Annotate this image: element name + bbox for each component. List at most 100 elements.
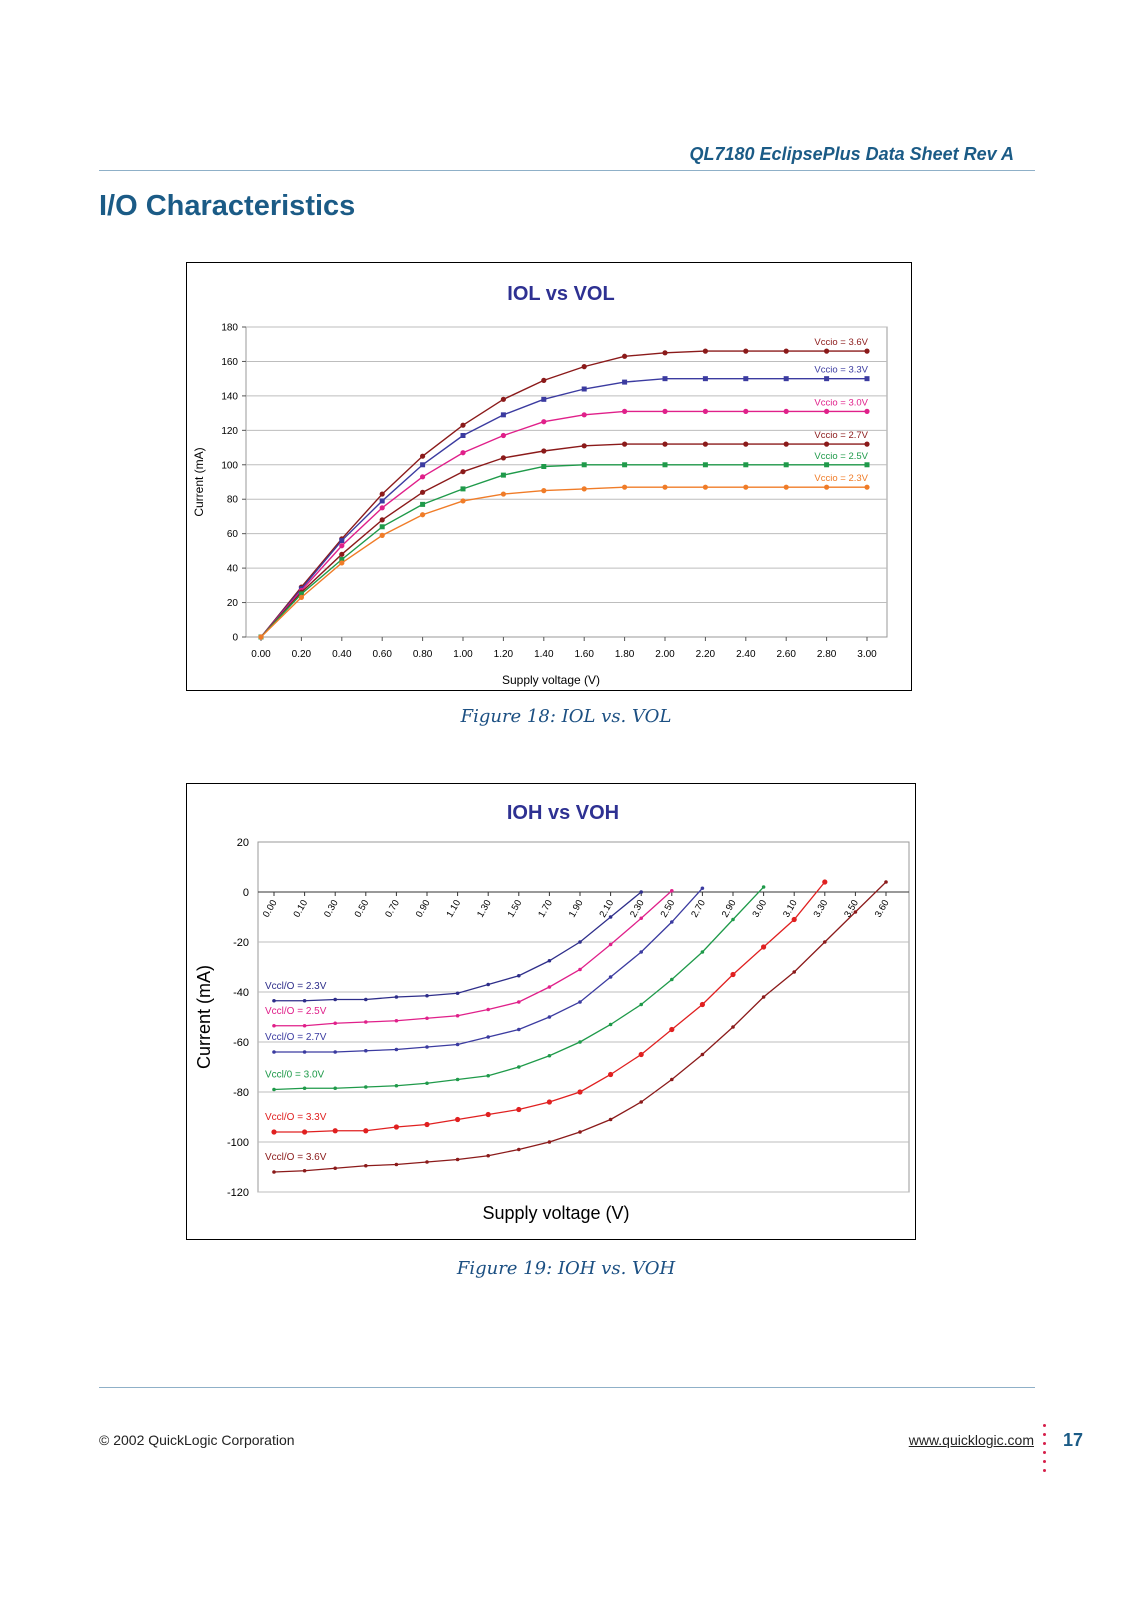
y-tick-label: -80 — [233, 1087, 249, 1099]
data-point — [541, 396, 547, 402]
data-point — [669, 1026, 675, 1033]
data-point — [364, 1163, 368, 1168]
data-point — [420, 453, 426, 459]
data-point — [783, 348, 789, 354]
data-point — [455, 1013, 460, 1018]
data-point — [581, 486, 587, 492]
data-point — [824, 408, 830, 414]
data-point — [486, 982, 491, 987]
data-point — [272, 1050, 276, 1054]
data-point — [823, 940, 827, 944]
data-point — [298, 591, 304, 597]
data-point — [547, 958, 552, 963]
data-point — [272, 1170, 276, 1174]
data-point — [460, 450, 466, 456]
data-point — [302, 1023, 307, 1028]
y-tick-label: 160 — [221, 357, 238, 368]
data-point — [272, 1087, 276, 1092]
data-point — [622, 379, 628, 385]
x-tick-label: 2.40 — [736, 649, 756, 660]
x-tick-label: 1.60 — [574, 649, 594, 660]
iol-vs-vol-chart: 0 20 40 60 80 100 120 140 160 180 0.00 0.20 0.40 0.60… — [192, 283, 888, 687]
data-point — [455, 991, 460, 996]
series-line — [260, 443, 867, 638]
data-point — [541, 419, 547, 425]
data-point — [639, 916, 643, 921]
data-point — [486, 1007, 491, 1012]
data-point — [455, 1042, 460, 1047]
data-point — [517, 1065, 521, 1069]
data-point — [662, 408, 668, 414]
figure-18-caption: Figure 18: IOL vs. VOL — [460, 706, 672, 727]
data-point — [547, 1053, 552, 1058]
data-point — [500, 432, 506, 439]
data-point — [761, 885, 766, 889]
data-point — [581, 386, 587, 392]
data-point — [761, 944, 767, 950]
data-point — [339, 543, 345, 549]
x-tick-label: 0.80 — [413, 649, 433, 660]
y-tick-label: 140 — [221, 391, 238, 402]
footer-url-link[interactable]: www.quicklogic.com — [908, 1432, 1034, 1448]
data-point — [702, 484, 709, 490]
plot-area — [257, 841, 910, 1193]
data-point — [702, 376, 708, 382]
data-point — [743, 348, 749, 354]
y-tick-label: 120 — [221, 426, 238, 437]
data-point — [731, 917, 735, 922]
data-point — [517, 1027, 521, 1032]
data-point — [500, 396, 506, 402]
y-tick-label: -120 — [227, 1187, 249, 1199]
figure-iol-vs-vol: 0 20 40 60 80 100 120 140 160 180 0.00 0.20 0.40 0.60… — [186, 262, 912, 691]
x-tick-label: 2.80 — [817, 649, 837, 660]
x-tick-label: 1.00 — [453, 649, 473, 660]
data-point — [783, 376, 789, 382]
series-line — [260, 350, 867, 638]
data-point — [302, 1050, 307, 1054]
data-point — [500, 412, 506, 418]
x-axis-label: Supply voltage (V) — [502, 673, 600, 687]
data-point — [333, 1086, 337, 1091]
data-point — [639, 890, 643, 894]
data-point — [460, 422, 466, 428]
data-point — [547, 985, 552, 989]
data-point — [700, 950, 705, 954]
data-point — [272, 1023, 276, 1028]
data-point — [824, 376, 830, 382]
y-tick-label: 60 — [227, 529, 239, 540]
y-tick-label: 80 — [227, 495, 239, 506]
data-point — [333, 1166, 337, 1171]
data-point — [864, 441, 870, 447]
data-point — [486, 1153, 491, 1158]
page-title: I/O Characteristics — [99, 190, 356, 222]
data-point — [670, 920, 674, 924]
data-point — [577, 1089, 583, 1095]
data-point — [731, 1025, 735, 1029]
data-point — [541, 377, 547, 383]
decorative-dots — [1043, 1424, 1047, 1478]
data-point — [379, 524, 385, 530]
data-point — [333, 1050, 337, 1054]
data-point — [460, 498, 466, 504]
data-point — [824, 484, 830, 490]
x-tick-label: 2.60 — [776, 649, 796, 660]
data-point — [258, 634, 264, 640]
data-point — [302, 1129, 308, 1135]
data-point — [662, 376, 668, 382]
data-point — [824, 462, 830, 468]
series-label: Vccl/O = 2.3V — [265, 981, 327, 992]
data-point — [271, 1129, 277, 1135]
x-tick-label: 2.00 — [655, 649, 675, 660]
data-point — [638, 1051, 644, 1058]
x-tick-label: 1.80 — [615, 649, 635, 660]
data-point — [578, 940, 582, 944]
series-label: Vccio = 2.5V — [814, 451, 868, 462]
series-label: Vccl/O = 3.3V — [265, 1112, 327, 1123]
data-point — [425, 1016, 429, 1021]
data-point — [662, 462, 668, 468]
data-point — [853, 910, 858, 914]
data-point — [639, 1002, 643, 1007]
data-point — [379, 517, 385, 523]
plot-area — [245, 326, 888, 638]
data-point — [339, 538, 345, 544]
